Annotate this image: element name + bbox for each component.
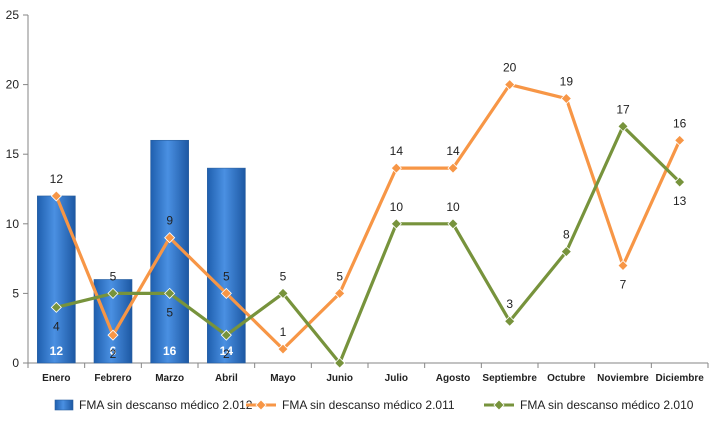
y-tick-label: 10 (6, 217, 20, 231)
line-data-label: 10 (446, 200, 460, 214)
lines (50, 79, 686, 369)
series-marker (277, 343, 289, 355)
bar (37, 195, 76, 364)
series-marker (334, 287, 346, 299)
line-data-label: 14 (446, 144, 460, 158)
series-marker (674, 134, 686, 146)
line-data-label: 16 (673, 116, 687, 130)
line-data-label: 14 (390, 144, 404, 158)
line-data-label: 20 (503, 61, 517, 75)
series-marker (220, 287, 232, 299)
y-tick-label: 25 (6, 8, 20, 22)
series-marker (277, 287, 289, 299)
series-line (55, 124, 681, 365)
line-data-label: 5 (110, 269, 117, 283)
line-data-label: 1 (280, 325, 287, 339)
y-tick-label: 5 (12, 286, 19, 300)
line-data-label: 7 (620, 278, 627, 292)
series-marker (50, 301, 62, 313)
series-marker (617, 120, 629, 132)
line-data-label: 19 (560, 75, 574, 89)
x-tick-label: Noviembre (597, 373, 649, 384)
series-line (54, 82, 682, 351)
line-data-label: 13 (673, 194, 687, 208)
series-marker (447, 162, 459, 174)
y-tick-label: 15 (6, 147, 20, 161)
x-tick-label: Diciembre (655, 373, 704, 384)
series-marker (560, 246, 572, 258)
series-marker (504, 79, 516, 91)
legend-swatch-marker (493, 399, 505, 411)
x-tick-label: Octubre (547, 373, 586, 384)
series-marker (107, 287, 119, 299)
line-data-label: 8 (563, 228, 570, 242)
legend-swatch-marker (255, 399, 267, 411)
series-marker (390, 162, 402, 174)
legend-label: FMA sin descanso médico 2.011 (282, 398, 455, 412)
x-tick-label: Junio (326, 373, 353, 384)
legend: FMA sin descanso médico 2.012 FMA sin des… (54, 398, 694, 412)
line-data-label: 4 (53, 319, 60, 333)
legend-label: FMA sin descanso médico 2.012 (79, 398, 253, 412)
series-marker (50, 190, 62, 202)
line-data-label: 5 (280, 269, 287, 283)
line-data-label: 2 (110, 347, 117, 361)
series-marker (447, 218, 459, 230)
line-data-label: 5 (223, 269, 230, 283)
data-labels: 12 6 16 14 12 2 9 5 1 5 14 14 20 19 7 16 4 5 5 2 5 10 10 3 8 17 13 (50, 61, 687, 362)
series-marker (617, 259, 629, 272)
line-data-label: 5 (336, 269, 343, 283)
bar-data-label: 14 (220, 344, 234, 358)
series-marker (164, 287, 176, 299)
legend-label: FMA sin descanso médico 2.010 (520, 398, 694, 412)
bar-data-label: 12 (50, 344, 64, 358)
series-marker (334, 357, 346, 369)
series-marker (674, 176, 686, 188)
x-tick-label: Agosto (436, 373, 470, 384)
series-marker (220, 329, 232, 341)
x-tick-label: Enero (42, 373, 70, 384)
line-data-label: 10 (390, 200, 404, 214)
bars (37, 139, 246, 364)
legend-swatch-bar (54, 399, 74, 411)
series-marker (164, 232, 176, 244)
y-tick-label: 20 (6, 78, 20, 92)
x-tick-label: Septiembre (482, 373, 537, 384)
line-data-label: 3 (506, 297, 513, 311)
y-tick-label: 0 (12, 356, 19, 370)
x-tick-label: Febrero (94, 373, 131, 384)
line-data-label: 9 (166, 214, 173, 228)
line-data-label: 5 (166, 305, 173, 319)
x-tick-label: Abril (215, 373, 238, 384)
line-data-label: 2 (223, 347, 230, 361)
line-data-label: 12 (50, 172, 64, 186)
line-data-label: 17 (616, 102, 630, 116)
x-tick-label: Marzo (155, 373, 184, 384)
series-marker (390, 218, 402, 230)
bar-data-label: 6 (110, 344, 117, 358)
x-tick-label: Julio (385, 373, 408, 384)
series-marker (107, 329, 119, 341)
x-tick-label: Mayo (270, 373, 296, 384)
bar-data-label: 16 (163, 344, 177, 358)
series-marker (504, 315, 516, 327)
series-marker (560, 92, 572, 105)
